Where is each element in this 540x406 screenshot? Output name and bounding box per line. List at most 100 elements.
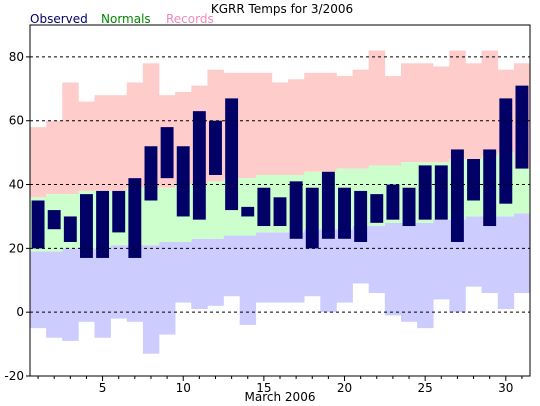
legend-observed: Observed — [30, 12, 88, 26]
x-tick-label: 25 — [418, 381, 433, 395]
observed-bar — [241, 206, 255, 217]
record-high-band — [271, 82, 289, 175]
observed-bar — [225, 98, 239, 211]
observed-bar — [402, 187, 416, 227]
axis-ticks: -20 0 20 40 60 80 5 10 15 20 25 30 — [4, 50, 523, 395]
observed-series — [31, 85, 529, 258]
record-low-band — [46, 251, 63, 338]
record-low-band — [513, 213, 531, 294]
record-high-band — [368, 50, 386, 166]
observed-bar — [434, 165, 448, 220]
record-high-band — [288, 79, 305, 175]
record-high-band — [336, 76, 353, 169]
record-low-band — [481, 216, 499, 294]
record-low-band — [271, 232, 289, 303]
record-high-band — [481, 50, 499, 156]
record-low-band — [207, 238, 224, 306]
record-low-band — [255, 232, 273, 303]
record-high-band — [433, 66, 450, 163]
record-low-band — [175, 241, 192, 303]
y-tick-label: 40 — [9, 178, 24, 192]
gridlines — [30, 56, 530, 313]
observed-bar — [450, 149, 464, 242]
record-low-band — [336, 229, 353, 303]
x-tick-label: 30 — [498, 381, 513, 395]
record-high-band — [30, 127, 47, 198]
x-tick-label: 10 — [176, 381, 191, 395]
y-tick-label: 60 — [9, 114, 24, 128]
normal-band — [142, 187, 160, 246]
record-low-band — [384, 222, 402, 316]
normal-band — [513, 168, 531, 214]
y-tick-label: -20 — [4, 369, 24, 383]
record-high-band — [46, 120, 63, 195]
observed-bar — [176, 146, 190, 217]
record-high-band — [126, 82, 144, 188]
normal-band — [159, 187, 176, 242]
x-tick-label: 20 — [337, 381, 352, 395]
record-low-band — [465, 216, 482, 287]
record-low-band — [62, 248, 79, 341]
observed-bar — [515, 85, 529, 169]
x-axis-label: March 2006 — [245, 390, 316, 404]
observed-bar — [386, 184, 400, 220]
record-low-band — [417, 222, 434, 329]
record-high-band — [78, 101, 95, 191]
plot-content — [30, 50, 531, 354]
chart-title: KGRR Temps for 3/2006 — [211, 2, 353, 16]
observed-bar — [80, 194, 93, 258]
record-low-band — [433, 219, 450, 300]
record-low-band — [30, 251, 47, 329]
x-tick-label: 15 — [256, 381, 271, 395]
observed-bar — [112, 190, 126, 233]
legend-records: Records — [166, 12, 214, 26]
y-tick-label: 0 — [16, 305, 24, 319]
observed-bar — [96, 190, 110, 258]
record-low-band — [94, 248, 111, 338]
record-high-band — [110, 95, 128, 191]
record-high-band — [320, 72, 337, 172]
observed-bar — [354, 190, 368, 242]
observed-bar — [338, 187, 351, 239]
observed-bar — [483, 149, 497, 227]
legend-normals: Normals — [101, 12, 151, 26]
record-low-band — [126, 245, 144, 322]
observed-bar — [47, 210, 61, 230]
observed-bar — [289, 181, 303, 239]
observed-bar — [321, 171, 335, 239]
record-high-band — [62, 82, 79, 195]
y-tick-label: 20 — [9, 241, 24, 255]
observed-bar — [128, 178, 142, 258]
observed-bar — [305, 187, 319, 249]
record-low-band — [223, 235, 240, 297]
record-high-band — [465, 63, 482, 160]
observed-bar — [467, 159, 480, 201]
y-tick-label: 80 — [9, 50, 24, 64]
record-low-band — [497, 216, 515, 309]
observed-bar — [160, 127, 174, 179]
record-high-band — [400, 63, 418, 163]
record-low-band — [400, 222, 418, 322]
record-high-band — [255, 72, 273, 175]
observed-bar — [370, 194, 384, 223]
record-low-band — [368, 226, 386, 294]
record-low-band — [320, 229, 337, 313]
record-low-band — [288, 232, 305, 303]
record-high-band — [417, 63, 434, 163]
observed-bar — [144, 146, 158, 201]
record-high-band — [304, 72, 321, 172]
observed-bar — [209, 120, 222, 175]
record-high-band — [94, 95, 111, 191]
record-low-band — [110, 245, 128, 319]
record-low-band — [159, 241, 176, 335]
record-low-band — [142, 245, 160, 354]
record-low-band — [239, 235, 257, 325]
x-tick-label: 5 — [99, 381, 107, 395]
record-low-band — [78, 248, 95, 322]
record-low-band — [191, 238, 208, 309]
observed-bar — [273, 197, 287, 227]
observed-bar — [418, 165, 432, 220]
observed-bar — [31, 200, 45, 249]
observed-bar — [257, 187, 271, 227]
